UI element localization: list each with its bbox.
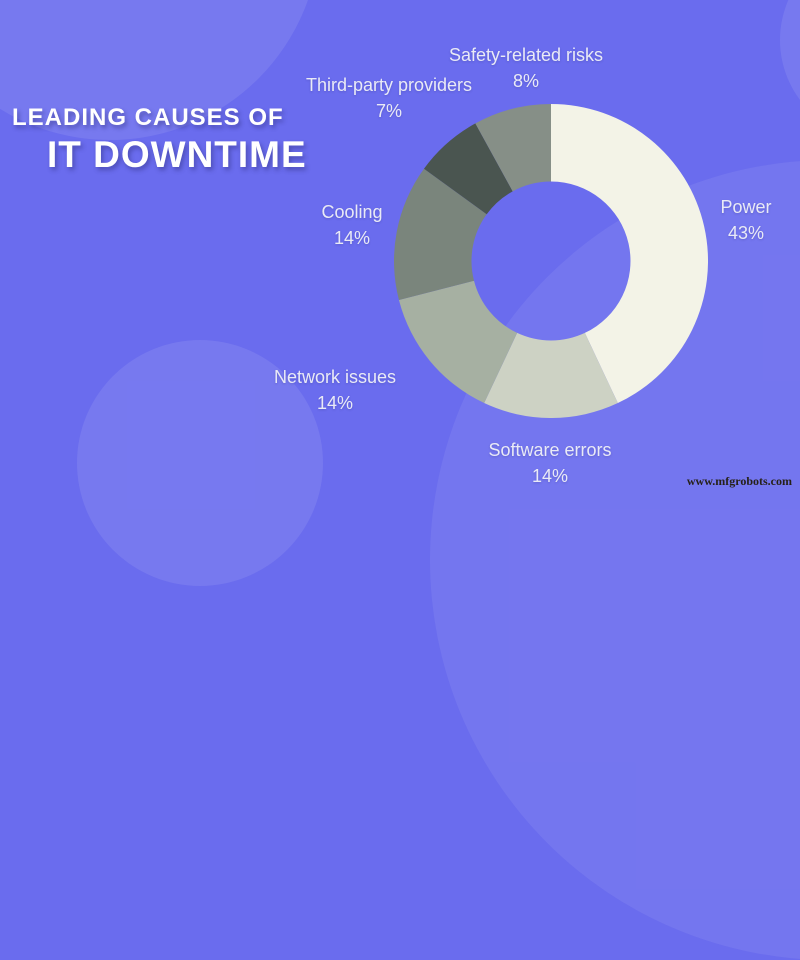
segment-label-network-issues: Network issues 14% xyxy=(235,364,435,416)
segment-label-percent: 8% xyxy=(512,71,539,91)
segment-label-cooling: Cooling 14% xyxy=(272,199,432,251)
segment-label-power: Power 43% xyxy=(681,194,800,246)
donut-segment-software-errors xyxy=(484,332,618,419)
segment-label-percent: 7% xyxy=(375,101,402,121)
segment-label-name: Power xyxy=(720,197,772,217)
chart-title-line1: LEADING CAUSES OF xyxy=(12,104,284,131)
donut-segment-network-issues xyxy=(398,280,518,404)
segment-label-name: Network issues xyxy=(273,367,397,387)
segment-label-software-errors: Software errors 14% xyxy=(450,437,650,489)
segment-label-percent: 43% xyxy=(727,223,765,243)
segment-label-safety-related-risks: Safety-related risks 8% xyxy=(416,42,636,94)
segment-label-percent: 14% xyxy=(316,393,354,413)
donut-segment-cooling xyxy=(393,168,487,301)
segment-label-name: Third-party providers xyxy=(305,75,473,95)
segment-label-name: Cooling xyxy=(321,202,383,222)
donut-chart-svg xyxy=(393,104,709,419)
segment-label-percent: 14% xyxy=(333,228,371,248)
donut-chart xyxy=(393,104,709,419)
watermark-url: www.mfgrobots.com xyxy=(686,474,792,488)
segment-label-third-party-providers: Third-party providers 7% xyxy=(279,72,499,124)
segment-label-name: Software errors xyxy=(488,440,612,460)
donut-segment-third-party-providers xyxy=(423,123,513,215)
chart-title-line2: IT DOWNTIME xyxy=(47,134,307,175)
background-highlight-circle xyxy=(780,0,800,140)
chart-title: LEADING CAUSES OF IT DOWNTIME xyxy=(12,104,307,176)
donut-segment-power xyxy=(551,104,709,404)
donut-segment-safety-related-risks xyxy=(475,104,551,192)
segment-label-name: Safety-related risks xyxy=(448,45,604,65)
segment-label-percent: 14% xyxy=(531,466,569,486)
